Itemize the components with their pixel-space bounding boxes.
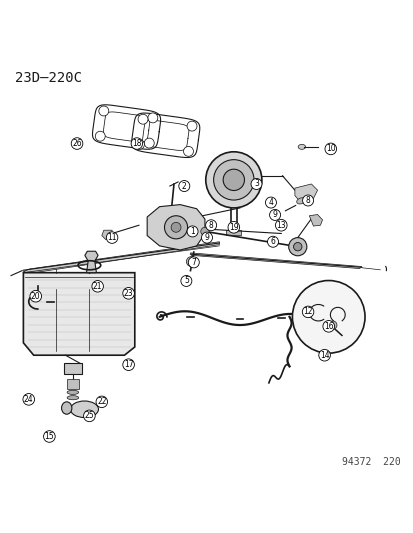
Polygon shape [190,253,361,269]
Circle shape [99,106,109,116]
Text: 18: 18 [132,139,141,148]
Polygon shape [147,205,204,250]
Circle shape [144,138,154,148]
Circle shape [292,280,364,353]
FancyBboxPatch shape [226,230,241,235]
Text: 15: 15 [45,432,54,441]
Text: 17: 17 [123,360,133,369]
Text: 10: 10 [325,144,335,154]
Text: 23: 23 [123,289,133,298]
Text: 13: 13 [276,221,285,230]
Text: 8: 8 [208,221,213,230]
Ellipse shape [62,402,72,414]
Circle shape [200,227,209,236]
Text: 9: 9 [204,233,209,242]
Polygon shape [294,184,317,200]
Text: 3: 3 [254,180,258,189]
Bar [66,379,79,389]
Text: 19: 19 [228,223,238,232]
Text: 25: 25 [84,411,94,421]
Ellipse shape [296,198,305,204]
Text: 2: 2 [181,182,186,190]
Circle shape [328,321,336,329]
Ellipse shape [70,401,98,417]
Circle shape [164,216,187,239]
Text: 94372  220: 94372 220 [342,457,400,466]
Text: 20: 20 [31,292,40,301]
Circle shape [223,169,244,190]
Polygon shape [23,273,135,355]
Text: 4: 4 [268,198,273,207]
Text: 26: 26 [72,139,82,148]
Circle shape [187,121,197,131]
Text: 22: 22 [97,397,106,406]
Ellipse shape [67,390,78,394]
Text: 21: 21 [93,282,102,291]
Polygon shape [102,230,112,240]
Ellipse shape [67,395,78,400]
Polygon shape [23,242,219,273]
Circle shape [134,140,144,149]
Text: 24: 24 [24,395,33,404]
Circle shape [213,160,254,200]
Text: 1: 1 [190,227,195,236]
Text: 11: 11 [107,233,116,242]
Text: 16: 16 [323,322,333,331]
Circle shape [147,113,157,123]
Text: 23D–220C: 23D–220C [15,70,82,85]
Circle shape [171,222,180,232]
Text: 5: 5 [183,277,188,286]
Circle shape [183,147,193,156]
Polygon shape [309,214,322,226]
Bar [64,364,82,374]
Text: 7: 7 [191,258,196,267]
Text: 6: 6 [270,237,275,246]
Circle shape [186,256,196,266]
Text: 12: 12 [303,308,312,317]
Circle shape [95,131,105,141]
Ellipse shape [297,144,305,149]
Circle shape [288,238,306,256]
Text: 9: 9 [272,211,277,220]
Circle shape [293,243,301,251]
Circle shape [293,243,301,251]
Circle shape [205,152,261,208]
Text: 8: 8 [305,196,310,205]
Polygon shape [85,251,98,273]
Text: 14: 14 [319,351,329,360]
Circle shape [138,114,147,124]
